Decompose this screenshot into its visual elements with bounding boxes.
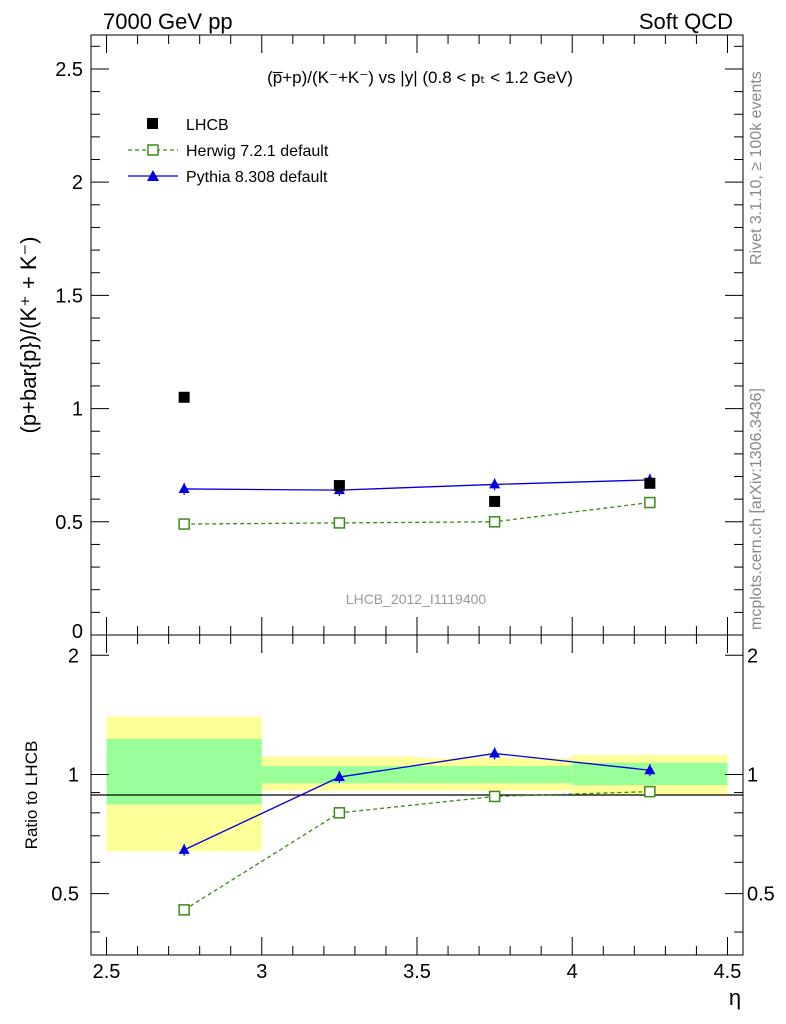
herwig-point [644, 496, 656, 509]
mcplots-label: mcplots.cern.ch [arXiv:1306.3436] [748, 388, 765, 630]
herwig-point [333, 517, 346, 529]
main-x-ticks [106, 35, 728, 635]
main-marks [178, 391, 656, 530]
ratio-band-inner [106, 738, 262, 805]
ratio-bands [106, 716, 728, 852]
ratio-marks [178, 747, 656, 916]
ratio-x-tick-label: 2.5 [93, 961, 121, 983]
ratio-y-tick-label: 0.5 [51, 884, 79, 906]
pythia-ratio-point [489, 747, 501, 758]
legend-marker-pythia [147, 170, 159, 181]
ratio-x-ticks [106, 635, 728, 955]
legend-label-pythia: Pythia 8.308 default [186, 169, 328, 186]
ratio-x-tick-label: 3 [256, 961, 267, 983]
ratio-y-tick-label: 2 [68, 645, 79, 667]
main-y-tick-label: 1.5 [55, 285, 83, 307]
pythia-ratio-point [644, 764, 656, 775]
herwig-ratio-line [183, 790, 650, 911]
lhcb-point [489, 495, 501, 507]
main-y-tick-label: 2 [72, 172, 83, 194]
lhcb-point [178, 391, 190, 403]
ratio-x-tick-label: 4 [567, 961, 578, 983]
herwig-ratio-point [644, 785, 656, 798]
pythia-ratio-point [333, 771, 345, 782]
main-y-tick-label: 2.5 [55, 59, 83, 81]
pythia-line [184, 479, 650, 491]
x-axis-label: η [729, 985, 741, 1010]
herwig-ratio-point [488, 790, 501, 803]
legend-label-lhcb: LHCB [186, 117, 229, 134]
legend-marker-herwig [147, 144, 159, 156]
ratio-y-axis-label: Ratio to LHCB [22, 741, 41, 850]
herwig-point [488, 516, 501, 528]
legend-label-herwig: Herwig 7.2.1 default [186, 143, 329, 160]
ratio-y-tick-label: 1 [68, 764, 79, 786]
legend-marker-lhcb [147, 118, 158, 129]
main-y-tick-label: 0 [72, 621, 83, 643]
main-y-tick-label: 0.5 [55, 512, 83, 534]
ratio-y-tick-label-right: 2 [747, 645, 758, 667]
ratio-y-ticks: 0.5 0.5 1 1 2 2 2.5 3 3.5 4 4.5 [51, 645, 775, 983]
herwig-line [184, 501, 650, 525]
plot-title: (p̅+p)/(K⁻+K⁻) vs |y| (0.8 < pₜ < 1.2 Ge… [267, 68, 573, 87]
rivet-label: Rivet 3.1.10, ≥ 100k events [748, 71, 765, 265]
pythia-point [178, 482, 190, 493]
lhcb-point [333, 480, 345, 492]
pythia-ratio-point [178, 843, 190, 854]
main-y-axis-label: (p+bar{p})/(K⁺ + K⁻) [16, 237, 41, 434]
legend: LHCB Herwig 7.2.1 default Pythia 8.308 d… [128, 117, 329, 186]
analysis-id: LHCB_2012_I1119400 [346, 591, 487, 607]
ratio-y-tick-label-right: 0.5 [747, 884, 775, 906]
herwig-ratio-point [333, 807, 346, 819]
ratio-x-tick-label: 3.5 [403, 961, 431, 983]
pythia-point [489, 478, 501, 489]
header-right: Soft QCD [639, 9, 733, 34]
herwig-ratio-point [178, 904, 190, 916]
main-y-ticks: 0.5 1 1.5 2 2.5 0 [55, 45, 743, 643]
lhcb-point [644, 477, 656, 489]
herwig-point [178, 518, 190, 530]
main-panel: 0.5 1 1.5 2 2.5 0 (p̅+p)/(K⁻+K⁻) vs |y| (0.8 … [16, 34, 744, 643]
ratio-y-tick-label-right: 1 [747, 764, 758, 786]
ratio-panel: 0.5 0.5 1 1 2 2 2.5 3 3.5 4 4.5 Ratio to LHCB η [22, 634, 775, 1010]
ratio-band-inner [417, 766, 573, 784]
header-left: 7000 GeV pp [103, 9, 233, 34]
main-y-tick-label: 1 [72, 399, 83, 421]
pythia-ratio-line [183, 752, 650, 851]
ratio-x-tick-label: 4.5 [714, 961, 742, 983]
